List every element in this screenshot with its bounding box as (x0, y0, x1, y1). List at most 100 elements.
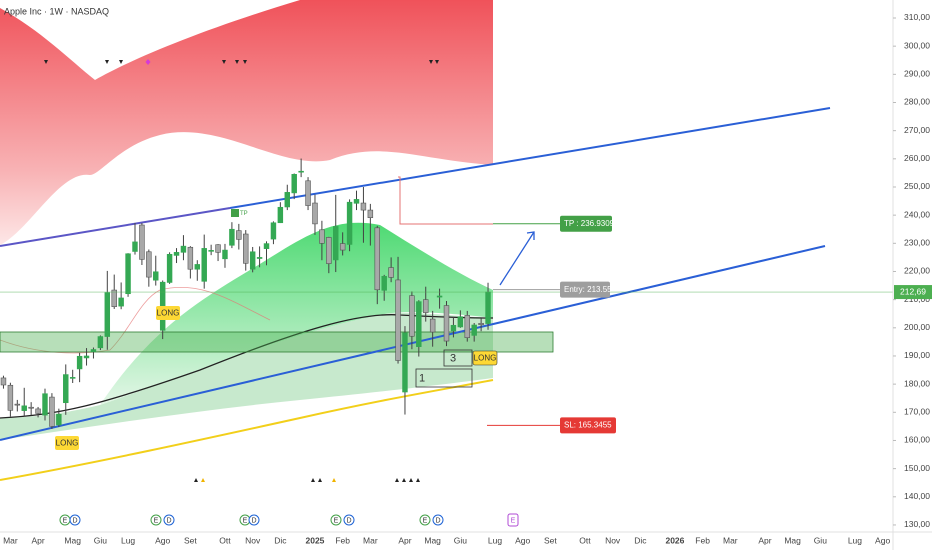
candle-body (457, 316, 464, 328)
candle-body (0, 377, 7, 386)
event-badge: E (334, 517, 339, 524)
candle-body (339, 243, 346, 251)
event-badge: D (166, 517, 171, 524)
arrow-head (526, 231, 535, 240)
signal-box (472, 350, 498, 366)
zone-label: 1 (419, 372, 425, 384)
candle-body (277, 206, 284, 224)
top-markers (44, 60, 439, 64)
last-price-box (894, 285, 932, 300)
y-tick-label: 250,00 (904, 181, 930, 191)
event-badge: D (72, 517, 77, 524)
x-tick-label: Giu (94, 535, 108, 545)
x-tick-label: Lug (121, 535, 135, 545)
x-tick-label: Mag (64, 535, 81, 545)
zone-box (443, 349, 473, 367)
event-badge: E (63, 517, 68, 524)
candle-body (409, 295, 415, 337)
tp-tag: TP (240, 211, 248, 217)
event-badges: E D E D E D E D E D E (59, 513, 519, 527)
candle-body (139, 224, 145, 260)
candle-body (333, 226, 339, 261)
x-tick-label: Mar (3, 535, 18, 545)
x-tick-label: Apr (31, 535, 44, 545)
candle-body (346, 201, 353, 245)
bottom-markers (194, 478, 420, 482)
candle-body (132, 241, 138, 252)
candle-body (367, 209, 374, 218)
signal-box (156, 306, 180, 320)
y-tick-label: 160,00 (904, 435, 930, 445)
trailing-line (0, 286, 271, 354)
candle-body (236, 230, 242, 240)
candle-body (471, 324, 477, 336)
candle-body (436, 295, 443, 298)
candle-body (208, 250, 214, 252)
candle-body (187, 246, 194, 270)
event-badge: D (435, 517, 440, 524)
candle-body (215, 244, 221, 253)
candle-body (56, 413, 62, 426)
x-tick-label: Giu (814, 535, 828, 545)
candle-body (249, 251, 256, 270)
candle-body (229, 228, 235, 246)
trade-level-box (560, 417, 616, 434)
y-tick-label: 240,00 (904, 209, 930, 219)
y-tick-label: 280,00 (904, 97, 930, 107)
y-tick-label: 260,00 (904, 153, 930, 163)
y-tick-label: 140,00 (904, 491, 930, 501)
x-tick-label: 2025 (306, 535, 325, 545)
y-tick-label: 190,00 (904, 350, 930, 360)
candle-body (291, 174, 297, 194)
x-tick-label: Apr (398, 535, 411, 545)
candle-body (111, 289, 117, 307)
candle-body (402, 332, 408, 393)
x-tick-label: Ago (155, 535, 170, 545)
candle-body (69, 377, 76, 379)
candle-body (243, 233, 249, 264)
support-zone (0, 331, 554, 353)
channel-upper (229, 107, 831, 209)
candles (0, 158, 491, 429)
candle-body (104, 292, 111, 337)
candle-body (28, 406, 34, 409)
candle-body (374, 227, 380, 291)
y-tick-label: 170,00 (904, 407, 930, 417)
candle-body (284, 192, 291, 208)
event-badge: E (511, 517, 516, 524)
x-tick-label: Mag (424, 535, 441, 545)
event-badge: E (154, 517, 159, 524)
candle-body (319, 229, 325, 244)
candle-body (312, 202, 318, 225)
chart-title: Apple Inc · 1W · NASDAQ (4, 6, 109, 16)
x-tick-label: Mar (723, 535, 738, 545)
candle-body (222, 249, 228, 260)
x-tick-label: Set (184, 535, 197, 545)
candle-body (478, 323, 484, 326)
y-tick-label: 300,00 (904, 40, 930, 50)
tp-check (231, 209, 239, 217)
candle-body (42, 393, 48, 416)
x-tick-label: Apr (758, 535, 771, 545)
trade-level-box (560, 281, 610, 298)
x-tick-label: Ott (219, 535, 231, 545)
candle-body (395, 279, 401, 361)
signal-box (55, 436, 79, 450)
trade-level-label: Entry: 213.55 (564, 285, 612, 294)
trend-ribbon (100, 222, 493, 405)
candle-body (326, 237, 332, 264)
candle-body (464, 315, 470, 338)
candle-body (263, 243, 270, 249)
candle-body (76, 355, 83, 370)
x-tick-label: Lug (488, 535, 502, 545)
candle-body (360, 202, 367, 211)
candle-body (166, 253, 173, 283)
x-tick-label: Mag (784, 535, 801, 545)
candle-body (485, 291, 491, 324)
candle-body (180, 245, 187, 253)
candle-body (90, 349, 97, 353)
candle-body (298, 170, 304, 173)
candle-body (118, 297, 124, 307)
y-tick-label: 290,00 (904, 69, 930, 79)
